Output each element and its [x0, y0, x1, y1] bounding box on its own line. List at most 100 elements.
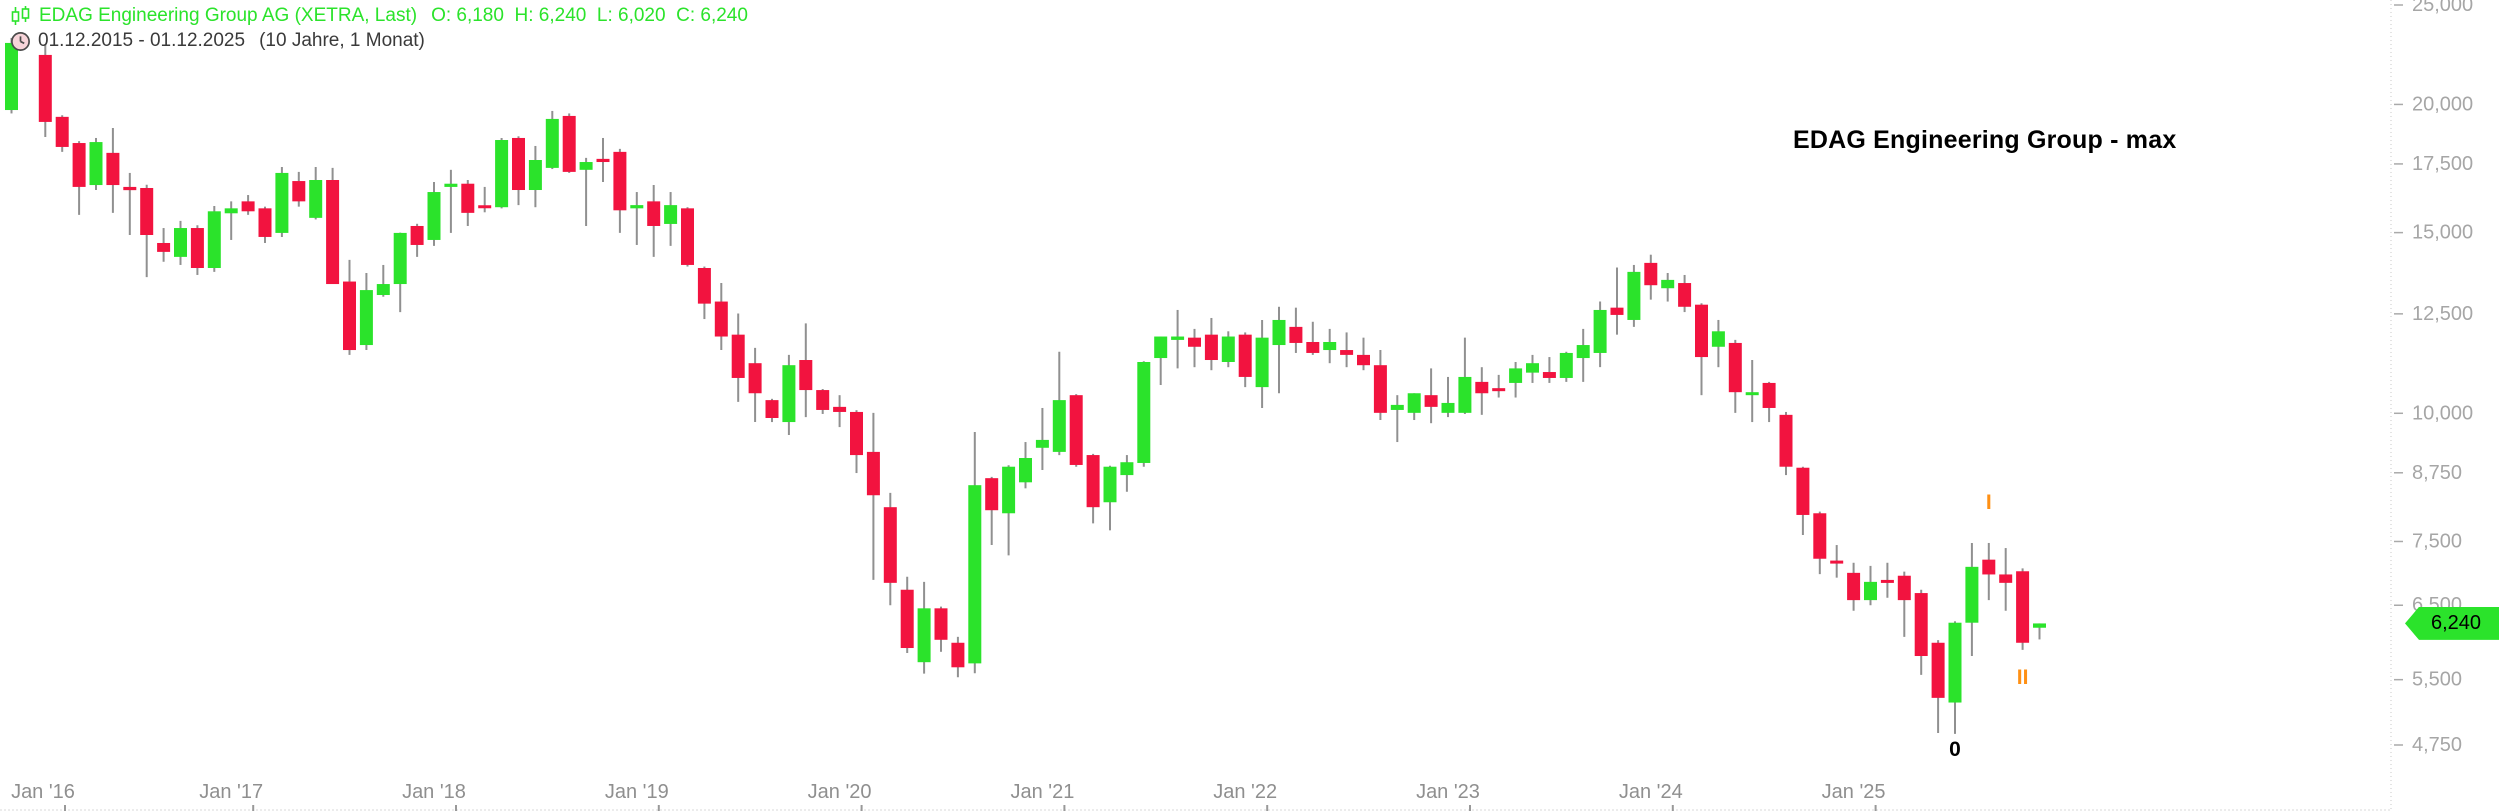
candle-body	[1204, 334, 1218, 361]
candle	[1796, 466, 1810, 535]
x-axis-label: Jan '17	[199, 781, 263, 803]
candle	[444, 169, 458, 233]
candle-body	[782, 365, 796, 423]
candle	[72, 141, 86, 215]
candle-body	[190, 228, 204, 268]
candle	[799, 323, 813, 418]
candle	[1931, 640, 1945, 733]
candle-body	[1627, 271, 1641, 320]
candle-body	[1864, 581, 1877, 601]
candle	[1610, 267, 1624, 335]
candle-body	[1103, 466, 1117, 503]
candle-body	[1002, 466, 1016, 514]
x-axis-label: Jan '18	[402, 781, 466, 803]
candle	[1002, 465, 1016, 556]
candle	[343, 259, 356, 355]
candle-body	[1914, 593, 1928, 657]
last-price-badge: 6,240	[2405, 606, 2499, 640]
candle	[495, 137, 509, 209]
candle-body	[596, 158, 610, 163]
candle-body	[748, 363, 762, 394]
candle	[1711, 319, 1725, 368]
candle-body	[714, 301, 728, 337]
candle-body	[613, 151, 627, 211]
candle	[393, 232, 407, 313]
candle	[410, 223, 424, 257]
candle-body	[917, 608, 931, 663]
candle	[5, 37, 18, 114]
candle	[140, 184, 154, 278]
candle-body	[562, 115, 576, 172]
candle	[613, 148, 627, 233]
candle	[38, 44, 52, 138]
candle	[1526, 354, 1539, 383]
candle-body	[1441, 402, 1455, 413]
candle-body	[985, 478, 999, 511]
candle	[714, 283, 728, 351]
candle-body	[5, 42, 18, 111]
candle	[512, 136, 525, 206]
candle	[1492, 374, 1506, 398]
y-axis-label: 5,500	[2412, 669, 2462, 691]
candle-body	[410, 225, 424, 245]
candle	[968, 431, 982, 674]
candle-body	[579, 162, 593, 170]
x-axis-label: Jan '21	[1010, 781, 1074, 803]
candle	[359, 273, 373, 351]
candle-body	[292, 181, 306, 202]
candle-body	[1289, 326, 1303, 343]
candle-body	[664, 205, 678, 224]
candle	[630, 192, 644, 245]
candle-body	[1509, 368, 1523, 383]
candle-body	[123, 186, 137, 191]
candle-body	[1576, 345, 1590, 359]
candle-body	[1897, 575, 1911, 601]
candle-body	[968, 485, 982, 664]
candle	[1357, 337, 1370, 371]
candle	[123, 172, 137, 235]
candle	[1542, 357, 1556, 383]
candle-body	[275, 172, 289, 233]
candle-body	[765, 400, 779, 418]
candle-body	[1661, 279, 1675, 289]
candle	[1052, 351, 1066, 456]
candle	[1086, 453, 1100, 524]
candle	[427, 181, 441, 246]
date-range: 01.12.2015 - 01.12.2025	[38, 30, 246, 51]
candle	[1069, 394, 1083, 467]
candle	[1627, 264, 1641, 327]
candle-body	[799, 360, 813, 391]
candle	[174, 220, 187, 265]
candle-body	[1728, 342, 1742, 393]
candle	[326, 167, 340, 285]
candle-body	[512, 137, 525, 191]
candle-body	[1982, 559, 1996, 575]
candle	[647, 185, 661, 257]
x-axis-label: Jan '23	[1416, 781, 1480, 803]
candle-body	[1830, 560, 1844, 564]
candle-body	[1306, 341, 1320, 353]
instrument-title: EDAG Engineering Group AG (XETRA, Last)	[39, 5, 418, 26]
candle-body	[140, 187, 154, 235]
candle	[1847, 562, 1861, 611]
candle	[816, 389, 830, 414]
candle-body	[207, 211, 221, 268]
candle-body	[376, 284, 390, 296]
candle-body	[1492, 388, 1506, 392]
candle-body	[850, 411, 863, 456]
candle-body	[1610, 307, 1624, 315]
candle-body	[343, 281, 356, 351]
candle-body	[1475, 381, 1489, 394]
candle-body	[900, 589, 914, 649]
candle	[275, 166, 289, 237]
candle	[309, 166, 323, 220]
candle	[1914, 589, 1928, 675]
candlestick-icon	[10, 5, 32, 27]
candle	[1661, 273, 1675, 302]
candle	[1897, 571, 1911, 637]
y-axis-label: 17,500	[2412, 153, 2473, 175]
range-duration: (10 Jahre, 1 Monat)	[259, 30, 425, 51]
candle-body	[1424, 395, 1438, 407]
candle-body	[697, 267, 711, 304]
